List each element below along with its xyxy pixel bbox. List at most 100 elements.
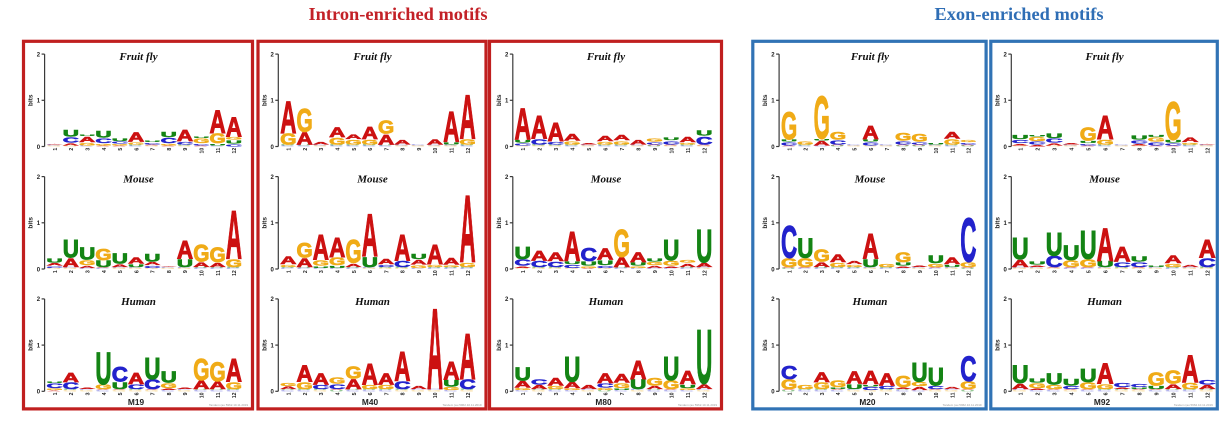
svg-text:G: G [548, 386, 564, 391]
svg-text:8: 8 [401, 392, 407, 395]
svg-text:Tandem (au 5962.10.11.2019: Tandem (au 5962.10.11.2019 [943, 403, 982, 407]
svg-text:Mouse: Mouse [122, 174, 154, 186]
svg-text:G: G [944, 390, 959, 392]
svg-text:3: 3 [554, 148, 560, 151]
svg-text:2: 2 [270, 297, 274, 303]
svg-text:G: G [1182, 382, 1199, 391]
svg-text:G: G [378, 118, 394, 139]
svg-text:C: C [564, 145, 580, 147]
svg-text:C: C [830, 390, 845, 392]
svg-text:2: 2 [1003, 175, 1007, 181]
svg-text:G: G [1182, 268, 1197, 270]
svg-text:C: C [1182, 145, 1198, 147]
svg-text:0: 0 [771, 390, 775, 396]
svg-text:C: C [313, 144, 328, 146]
svg-text:G: G [1148, 268, 1163, 270]
svg-text:G: G [1199, 390, 1214, 392]
svg-text:A: A [1114, 242, 1131, 266]
svg-text:5: 5 [118, 392, 124, 395]
svg-text:A: A [112, 264, 129, 268]
svg-text:G: G [960, 261, 976, 268]
svg-text:U: U [193, 389, 208, 391]
svg-text:C: C [630, 268, 646, 270]
svg-text:Fruit fly: Fruit fly [352, 51, 391, 63]
svg-text:C: C [944, 145, 959, 147]
svg-text:U: U [329, 266, 345, 269]
svg-text:C: C [329, 383, 345, 391]
svg-text:A: A [663, 266, 680, 268]
svg-text:C: C [297, 390, 312, 392]
svg-text:G: G [280, 382, 296, 387]
svg-text:U: U [1046, 371, 1063, 388]
svg-text:7: 7 [1120, 148, 1126, 151]
svg-text:A: A [47, 263, 64, 267]
svg-text:G: G [879, 263, 895, 268]
svg-text:G: G [680, 388, 696, 390]
svg-text:U: U [443, 142, 459, 145]
svg-text:G: G [95, 144, 111, 146]
svg-text:C: C [193, 268, 208, 270]
svg-text:8: 8 [902, 270, 908, 273]
svg-text:G: G [280, 265, 296, 268]
svg-text:C: C [161, 267, 176, 269]
svg-text:G: G [1148, 137, 1165, 143]
svg-text:7: 7 [885, 392, 891, 395]
svg-text:A: A [329, 124, 346, 140]
svg-text:A: A [63, 370, 79, 385]
svg-text:C: C [1131, 139, 1148, 144]
svg-text:A: A [895, 144, 910, 146]
svg-text:C: C [1029, 141, 1046, 146]
svg-text:2: 2 [538, 270, 544, 273]
svg-text:G: G [581, 390, 596, 392]
svg-text:G: G [1012, 390, 1027, 392]
svg-text:C: C [460, 377, 476, 392]
svg-text:A: A [696, 383, 712, 391]
svg-text:10: 10 [433, 270, 439, 276]
svg-text:1: 1 [270, 221, 274, 227]
svg-text:U: U [362, 144, 377, 146]
svg-text:6: 6 [604, 392, 610, 395]
svg-text:U: U [1148, 385, 1165, 390]
svg-text:10: 10 [433, 148, 439, 154]
svg-text:G: G [814, 382, 830, 391]
svg-text:12: 12 [466, 148, 472, 154]
svg-text:A: A [1063, 389, 1079, 391]
svg-text:A: A [630, 139, 646, 146]
svg-text:A: A [1029, 388, 1046, 390]
svg-text:A: A [177, 236, 193, 265]
svg-text:C: C [531, 260, 547, 269]
svg-text:A: A [548, 119, 564, 147]
svg-text:1: 1 [521, 148, 527, 151]
svg-text:U: U [680, 384, 696, 389]
svg-text:G: G [1097, 268, 1112, 270]
svg-text:G: G [193, 138, 209, 145]
svg-text:U: U [911, 359, 927, 388]
svg-text:2: 2 [804, 270, 810, 273]
svg-text:G: G [460, 390, 475, 392]
svg-text:U: U [47, 258, 63, 264]
svg-text:G: G [614, 222, 630, 265]
svg-text:1: 1 [1018, 270, 1024, 273]
svg-text:U: U [564, 261, 580, 265]
svg-text:U: U [781, 390, 796, 392]
svg-text:A: A [1012, 143, 1029, 145]
svg-text:U: U [443, 267, 458, 269]
svg-text:C: C [297, 145, 312, 147]
svg-text:6: 6 [604, 148, 610, 151]
svg-text:C: C [630, 144, 646, 146]
svg-text:U: U [944, 144, 959, 146]
svg-text:A: A [960, 389, 975, 391]
svg-text:C: C [1148, 390, 1164, 392]
svg-text:1: 1 [1003, 99, 1007, 105]
svg-text:G: G [1131, 268, 1146, 270]
svg-text:G: G [531, 268, 546, 270]
svg-text:C: C [1131, 383, 1148, 388]
svg-text:G: G [911, 132, 927, 144]
svg-text:A: A [1080, 267, 1096, 269]
svg-text:A: A [1165, 253, 1182, 265]
svg-text:U: U [313, 266, 329, 268]
svg-text:A: A [378, 131, 395, 147]
svg-text:A: A [863, 123, 879, 144]
svg-text:A: A [863, 368, 879, 389]
svg-text:C: C [846, 144, 861, 146]
